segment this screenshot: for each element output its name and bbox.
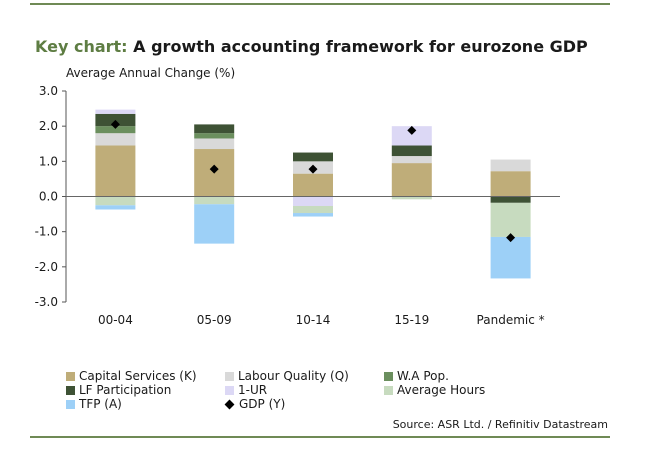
legend-swatch-lf-participation bbox=[66, 385, 75, 395]
bar-segment-w-a-pop-2 bbox=[194, 133, 235, 139]
bar-segment-average-hours-3 bbox=[293, 205, 333, 214]
legend-label-wa-pop: W.A Pop. bbox=[397, 369, 449, 383]
gdp-marker-4 bbox=[407, 125, 417, 135]
bar-segment-labour-quality-q-5 bbox=[490, 159, 531, 172]
legend-marker-gdp bbox=[224, 399, 235, 409]
source-note: Source: ASR Ltd. / Refinitiv Datastream bbox=[392, 418, 608, 431]
legend-item-tfp: TFP (A) bbox=[66, 397, 122, 411]
legend-swatch-labour-quality bbox=[225, 371, 234, 381]
bar-segment-w-a-pop-1 bbox=[95, 126, 136, 134]
bar-segment-capital-services-k-4 bbox=[391, 163, 432, 197]
y-tick-label: 2.0 bbox=[39, 119, 58, 133]
bar-segment-1-ur-4 bbox=[391, 126, 432, 146]
bar-segment-1-ur-3 bbox=[293, 196, 333, 206]
bar-segment-tfp-a-5 bbox=[490, 236, 531, 279]
y-axis-label: Average Annual Change (%) bbox=[66, 66, 236, 80]
y-tick-label: -3.0 bbox=[35, 295, 58, 309]
bar-segment-labour-quality-q-1 bbox=[95, 133, 136, 146]
legend-label-capital-services: Capital Services (K) bbox=[79, 369, 197, 383]
bar-segment-tfp-a-1 bbox=[95, 205, 136, 210]
y-tick-label: 0.0 bbox=[39, 190, 58, 204]
legend-swatch-wa-pop bbox=[384, 371, 393, 381]
legend-item-average-hours: Average Hours bbox=[384, 383, 485, 397]
gdp-marker-2 bbox=[209, 164, 219, 174]
x-tick-label: Pandemic * bbox=[477, 313, 545, 327]
legend-swatch-1-ur bbox=[225, 385, 234, 395]
y-tick-label: -2.0 bbox=[35, 260, 58, 274]
legend-item-labour-quality: Labour Quality (Q) bbox=[225, 369, 349, 383]
bar-segment-average-hours-4 bbox=[391, 196, 432, 200]
bar-segment-labour-quality-q-2 bbox=[194, 138, 235, 150]
bar-segment-tfp-a-2 bbox=[194, 204, 235, 244]
legend-label-lf-participation: LF Participation bbox=[79, 383, 172, 397]
legend-item-1-ur: 1-UR bbox=[225, 383, 267, 397]
legend-item-wa-pop: W.A Pop. bbox=[384, 369, 449, 383]
chart-title: Key chart: A growth accounting framework… bbox=[35, 37, 588, 56]
bar-segment-average-hours-5 bbox=[490, 202, 531, 237]
title-key: Key chart: bbox=[35, 37, 128, 56]
top-rule bbox=[30, 3, 610, 5]
y-tick-label: 3.0 bbox=[39, 84, 58, 98]
legend-item-lf-participation: LF Participation bbox=[66, 383, 171, 397]
x-tick-label: 00-04 bbox=[98, 313, 133, 327]
gdp-marker-5 bbox=[506, 233, 516, 243]
legend-swatch-capital-services bbox=[66, 371, 75, 381]
x-tick-label: 15-19 bbox=[394, 313, 429, 327]
legend-label-labour-quality: Labour Quality (Q) bbox=[238, 369, 349, 383]
legend-label-average-hours: Average Hours bbox=[397, 383, 486, 397]
y-tick-label: -1.0 bbox=[35, 225, 58, 239]
bar-segment-lf-participation-3 bbox=[293, 152, 333, 162]
bar-segment-average-hours-2 bbox=[194, 196, 235, 205]
bar-segment-lf-participation-2 bbox=[194, 124, 235, 134]
title-text: A growth accounting framework for eurozo… bbox=[127, 37, 588, 56]
legend-label-tfp: TFP (A) bbox=[79, 397, 122, 411]
bar-segment-capital-services-k-3 bbox=[293, 173, 333, 197]
bar-segment-lf-participation-5 bbox=[490, 196, 531, 203]
bar-segment-capital-services-k-1 bbox=[95, 145, 136, 197]
x-tick-label: 05-09 bbox=[197, 313, 232, 327]
bottom-rule bbox=[30, 436, 610, 438]
bar-segment-labour-quality-q-4 bbox=[391, 156, 432, 164]
legend-label-1-ur: 1-UR bbox=[238, 383, 268, 397]
legend-item-gdp: GDP (Y) bbox=[224, 397, 286, 411]
y-tick-label: 1.0 bbox=[39, 154, 58, 168]
legend-swatch-tfp bbox=[66, 399, 75, 409]
legend-swatch-average-hours bbox=[384, 385, 393, 395]
bar-segment-capital-services-k-5 bbox=[490, 171, 531, 197]
bar-segment-average-hours-1 bbox=[95, 196, 136, 206]
bar-segment-lf-participation-4 bbox=[391, 145, 432, 157]
bar-segment-tfp-a-3 bbox=[293, 213, 333, 217]
gdp-marker-3 bbox=[308, 164, 318, 174]
legend-item-capital-services: Capital Services (K) bbox=[66, 369, 197, 383]
bar-segment-1-ur-1 bbox=[95, 109, 136, 114]
gdp-marker-1 bbox=[110, 119, 120, 129]
x-tick-label: 10-14 bbox=[296, 313, 331, 327]
legend-label-gdp: GDP (Y) bbox=[239, 397, 286, 411]
